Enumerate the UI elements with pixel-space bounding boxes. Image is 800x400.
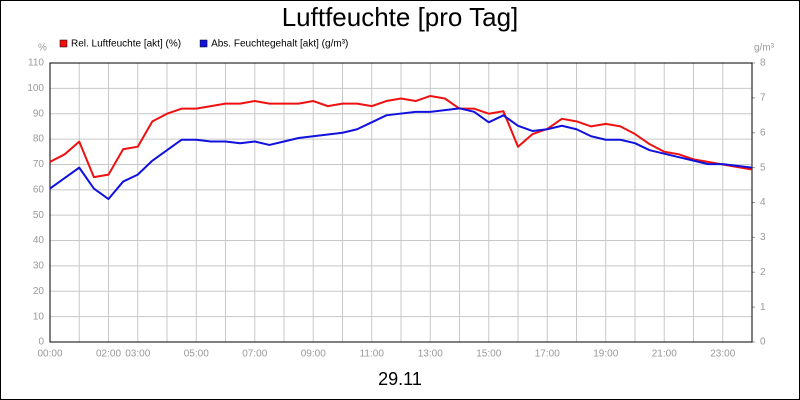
x-tick-label: 11:00 xyxy=(360,349,385,360)
x-tick-label: 09:00 xyxy=(301,349,326,360)
legend-swatch xyxy=(59,39,68,48)
x-tick-label: 00:00 xyxy=(37,349,62,360)
y2-tick-label: 8 xyxy=(760,58,766,69)
y-tick-label: 70 xyxy=(33,159,45,170)
y-tick-label: 100 xyxy=(27,83,44,94)
x-tick-label: 19:00 xyxy=(593,349,618,360)
y-tick-label: 40 xyxy=(33,235,45,246)
line-series xyxy=(49,107,753,201)
x-tick-label: 15:00 xyxy=(476,349,501,360)
line-series xyxy=(49,94,753,179)
chart-title: Luftfeuchte [pro Tag] xyxy=(282,2,519,32)
x-tick-label: 03:00 xyxy=(125,349,150,360)
y-tick-label: 20 xyxy=(33,286,45,297)
y2-tick-label: 4 xyxy=(760,197,766,208)
y-axis-unit: % xyxy=(38,43,47,54)
x-tick-label: 07:00 xyxy=(242,349,267,360)
x-tick-label: 13:00 xyxy=(418,349,443,360)
y-tick-label: 60 xyxy=(33,184,45,195)
y-tick-label: 90 xyxy=(33,108,45,119)
x-tick-label: 05:00 xyxy=(184,349,209,360)
y-tick-label: 10 xyxy=(33,311,45,322)
y2-tick-label: 0 xyxy=(760,337,766,348)
x-tick-label: 21:00 xyxy=(652,349,677,360)
y2-tick-label: 2 xyxy=(760,267,766,278)
x-tick-label: 02:00 xyxy=(96,349,121,360)
y2-tick-label: 7 xyxy=(760,93,766,104)
x-axis-label: 29.11 xyxy=(378,369,422,389)
plot-border xyxy=(49,62,753,343)
y-tick-label: 110 xyxy=(28,58,44,69)
y2-axis-unit: g/m³ xyxy=(754,43,775,54)
y-tick-label: 30 xyxy=(33,261,45,272)
y2-tick-label: 5 xyxy=(760,162,766,173)
x-tick-label: 17:00 xyxy=(535,349,560,360)
y-tick-label: 0 xyxy=(38,337,44,348)
y-tick-label: 50 xyxy=(33,210,45,221)
y2-tick-label: 6 xyxy=(760,127,766,138)
legend-swatch xyxy=(199,39,208,48)
legend-label: Abs. Feuchtegehalt [akt] (g/m³) xyxy=(211,39,348,50)
y2-tick-label: 3 xyxy=(760,232,766,243)
y-tick-label: 80 xyxy=(33,134,45,145)
x-tick-label: 23:00 xyxy=(710,349,735,360)
legend-label: Rel. Luftfeuchte [akt] (%) xyxy=(71,39,181,50)
y2-tick-label: 1 xyxy=(760,302,766,313)
